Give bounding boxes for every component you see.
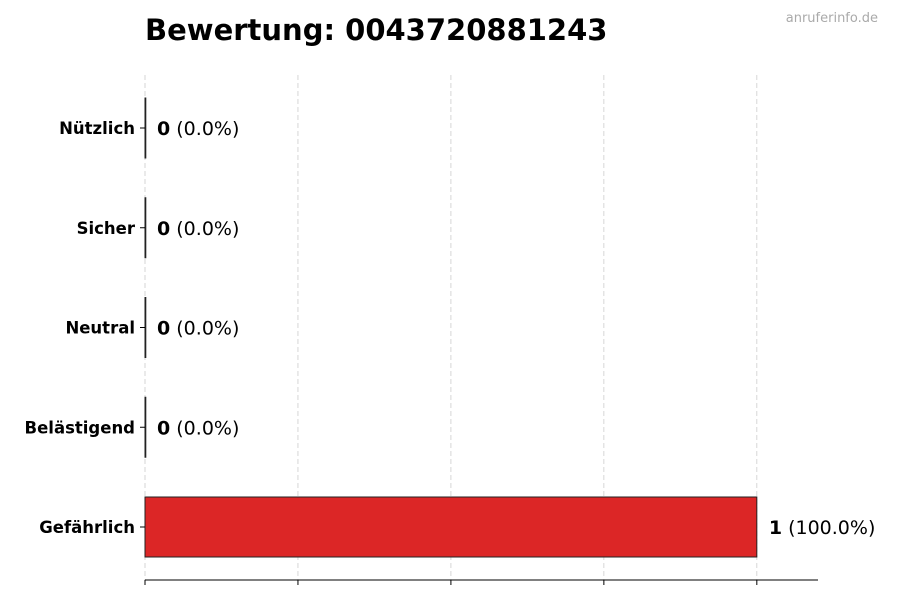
value-label: 0	[157, 118, 170, 140]
data-label: 0 (0.0%)	[157, 118, 239, 140]
category-label: Neutral	[65, 319, 135, 338]
value-label: 0	[157, 218, 170, 240]
percent-label: (0.0%)	[170, 218, 239, 240]
bar	[144, 396, 147, 458]
chart-title: Bewertung: 0043720881243	[145, 13, 607, 47]
data-label: 0 (0.0%)	[157, 218, 239, 240]
bar	[144, 297, 147, 358]
percent-label: (100.0%)	[782, 517, 875, 539]
category-label: Sicher	[77, 219, 136, 238]
value-label: 0	[157, 318, 170, 340]
data-label: 0 (0.0%)	[157, 318, 239, 340]
value-label: 0	[157, 417, 170, 439]
category-label: Belästigend	[25, 418, 135, 437]
category-label: Nützlich	[59, 119, 135, 138]
value-label: 1	[769, 517, 782, 539]
data-label: 0 (0.0%)	[157, 417, 239, 439]
percent-label: (0.0%)	[170, 417, 239, 439]
category-label: Gefährlich	[39, 518, 135, 537]
percent-label: (0.0%)	[170, 318, 239, 340]
bar	[144, 197, 147, 259]
watermark: anruferinfo.de	[786, 11, 878, 26]
bar	[144, 97, 147, 159]
data-label: 1 (100.0%)	[769, 517, 876, 539]
percent-label: (0.0%)	[170, 118, 239, 140]
bar	[144, 496, 758, 558]
